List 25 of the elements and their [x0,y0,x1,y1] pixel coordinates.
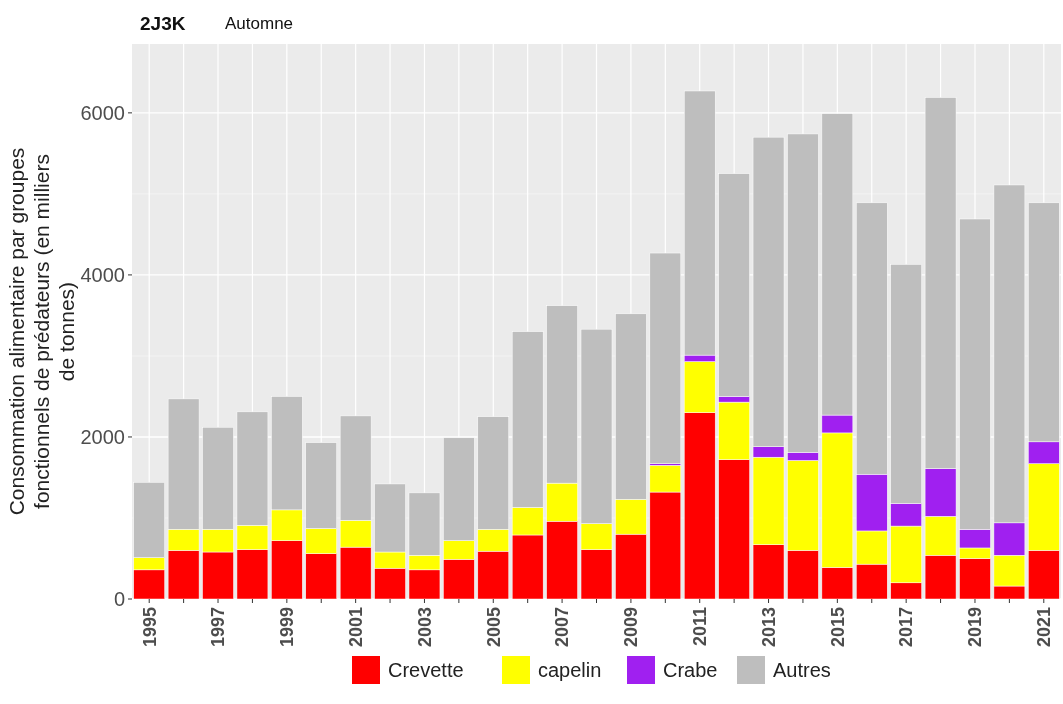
x-tick-label: 2009 [621,607,642,648]
chart-subtitle: Automne [225,14,294,33]
x-tick-label: 2013 [758,607,779,648]
y-tick-label: 6000 [80,101,125,124]
legend-label: Crevette [388,659,464,681]
x-tick-label: 2007 [552,607,573,648]
chart-title: 2J3K [140,13,186,34]
legend-label: Crabe [663,659,718,681]
x-tick-label: 2003 [414,607,435,648]
x-tick-label: 2011 [690,607,711,647]
x-tick-label: 1999 [277,607,298,648]
y-tick-label: 2000 [80,425,125,448]
y-tick-label: 4000 [80,263,125,286]
legend-label: capelin [538,659,602,681]
x-tick-label: 2005 [483,607,504,648]
x-tick-label: 2001 [345,607,366,648]
y-axis-title: Consommation alimentaire par groupes fonctionnels de prédateurs (en milliers de tonnes) [5,147,78,516]
legend-label: Autres [773,659,831,681]
x-tick-label: 2015 [827,607,848,648]
y-tick-label: 0 [113,588,125,610]
x-tick-label: 1997 [208,607,229,648]
x-tick-label: 1995 [139,607,160,648]
x-tick-label: 2019 [965,607,986,648]
x-tick-label: 2021 [1034,607,1055,648]
x-tick-label: 2017 [896,607,917,648]
